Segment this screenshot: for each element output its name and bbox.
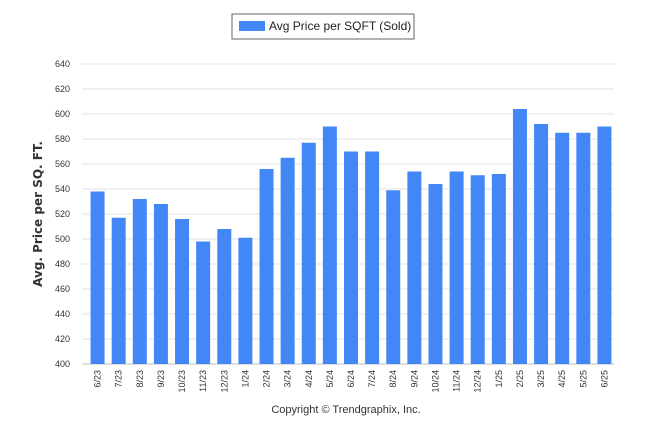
x-tick-label: 1/25	[494, 370, 504, 388]
x-tick-label: 5/24	[325, 370, 335, 388]
x-tick-label: 2/25	[515, 370, 525, 388]
y-tick-label: 640	[55, 59, 70, 69]
bar-3-24	[280, 157, 295, 364]
y-tick-label: 440	[55, 309, 70, 319]
bar-6-24	[344, 151, 358, 364]
x-tick-label: 7/24	[367, 370, 377, 388]
bar-8-23	[132, 199, 147, 364]
x-tick-label: 9/23	[156, 370, 166, 388]
legend-label: Avg Price per SQFT (Sold)	[269, 19, 411, 33]
y-tick-label: 620	[55, 84, 70, 94]
bar-2-24	[259, 169, 274, 364]
x-tick-label: 9/24	[409, 370, 419, 388]
y-tick-label: 400	[55, 359, 70, 369]
y-tick-label: 520	[55, 209, 70, 219]
x-tick-label: 2/24	[262, 370, 272, 388]
bar-6-25	[597, 126, 612, 364]
y-tick-label: 480	[55, 259, 70, 269]
bar-11-23	[196, 241, 211, 364]
x-tick-label: 12/23	[219, 370, 229, 393]
y-axis-label: Avg. Price per SQ. FT.	[31, 141, 45, 287]
x-tick-label: 4/25	[557, 370, 567, 388]
x-tick-label: 6/25	[599, 370, 609, 388]
x-tick-label: 5/25	[578, 370, 588, 388]
y-tick-label: 580	[55, 134, 70, 144]
bar-4-25	[555, 132, 570, 364]
x-tick-label: 6/23	[93, 370, 103, 388]
bar-5-25	[576, 132, 591, 364]
legend-swatch	[239, 21, 265, 31]
bars	[90, 109, 612, 364]
y-tick-label: 540	[55, 184, 70, 194]
bar-8-24	[386, 190, 401, 364]
x-axis-ticks: 6/23 7/23 8/23 9/23 10/23 11/23 12/23 1/24 2/24 3…	[93, 370, 610, 393]
y-tick-label: 420	[55, 334, 70, 344]
copyright-text: Copyright © Trendgraphix, Inc.	[271, 404, 420, 416]
bar-11-24	[449, 171, 464, 364]
bar-2-25	[512, 109, 527, 364]
bar-5-24	[322, 126, 337, 364]
legend: Avg Price per SQFT (Sold)	[231, 13, 415, 40]
y-tick-label: 560	[55, 159, 70, 169]
y-axis-ticks: 400 420 440 460 480 500 520 540 560 580 600 620 640	[55, 59, 70, 369]
x-tick-label: 3/25	[536, 370, 546, 388]
x-tick-label: 8/23	[135, 370, 145, 388]
bar-9-24	[407, 171, 422, 364]
y-tick-label: 500	[55, 234, 70, 244]
x-tick-label: 10/23	[177, 370, 187, 393]
x-tick-label: 7/23	[114, 370, 124, 388]
x-tick-label: 12/24	[473, 370, 483, 393]
y-tick-label: 460	[55, 284, 70, 294]
bar-6-23	[90, 191, 105, 364]
x-tick-label: 11/24	[452, 370, 462, 392]
x-tick-label: 11/23	[198, 370, 208, 392]
x-tick-label: 10/24	[430, 370, 440, 393]
bar-1-24	[238, 237, 253, 364]
bar-9-23	[153, 204, 168, 364]
y-tick-label: 600	[55, 109, 70, 119]
bar-7-23	[111, 217, 126, 364]
bar-1-25	[491, 174, 506, 364]
bar-3-25	[534, 124, 549, 364]
x-tick-label: 8/24	[388, 370, 398, 388]
bar-10-24	[428, 184, 443, 364]
bar-10-23	[175, 219, 190, 364]
x-tick-label: 3/24	[283, 370, 293, 388]
bar-12-23	[217, 229, 232, 364]
x-tick-label: 1/24	[240, 370, 250, 388]
x-tick-label: 6/24	[346, 370, 356, 388]
bar-4-24	[301, 142, 316, 364]
bar-12-24	[470, 175, 485, 364]
bar-7-24	[365, 151, 380, 364]
x-tick-label: 4/24	[304, 370, 314, 388]
